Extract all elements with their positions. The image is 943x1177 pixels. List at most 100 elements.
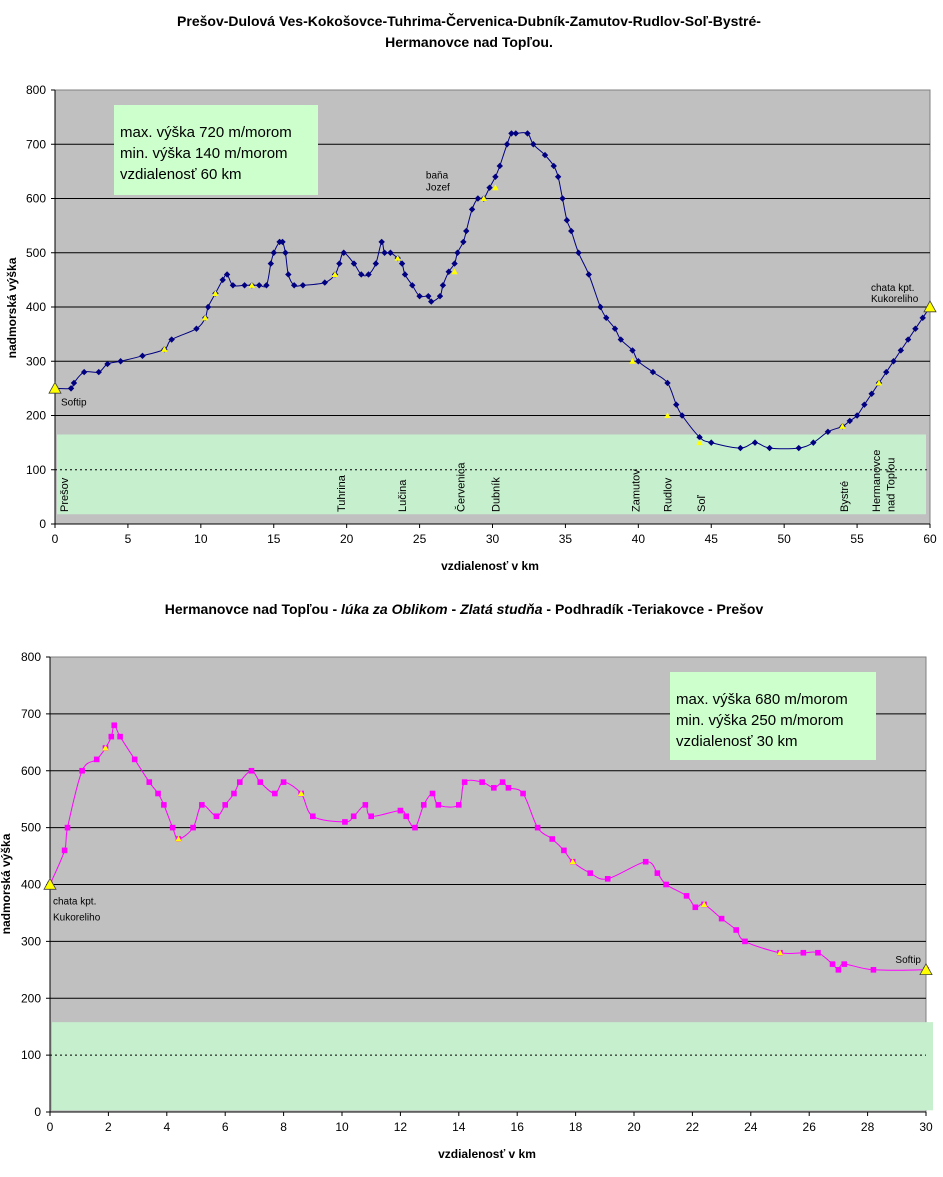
chart2-data-point (280, 779, 287, 785)
chart1-data-point (285, 271, 292, 278)
chart2-data-point (534, 824, 541, 831)
chart2-data-point (79, 767, 85, 774)
chart2-data-point (461, 779, 468, 785)
chart2-data-point (111, 722, 118, 729)
chart2-data-point (169, 824, 176, 831)
chart1-x-axis-label: vzdialenosť v km (441, 559, 539, 573)
chart1-data-point (425, 292, 432, 300)
chart2-data-point (64, 824, 71, 831)
chart1-waypoint-marker (923, 300, 937, 313)
chart1-data-point (597, 303, 604, 311)
chart1-data-point (219, 276, 226, 284)
chart1-waypoint-marker (394, 254, 401, 261)
chart2-title-part5: - Podhradík -Teriakovce - Prešov (543, 601, 764, 617)
chart1-place-label: Lučina (397, 479, 409, 512)
chart1-data-point (398, 260, 406, 267)
chart1-data-point (649, 368, 657, 376)
chart2-title: Hermanovce nad Topľou - lúka za Oblikom … (165, 601, 764, 617)
chart1-x-tick-label: 50 (777, 532, 791, 546)
chart1-data-point (378, 238, 385, 246)
chart2-y-tick-label: 200 (21, 991, 41, 1005)
chart1-place-label: nad Topľou (886, 458, 898, 512)
chart2-data-point (155, 790, 161, 797)
chart2-data-point (237, 779, 243, 785)
chart1-waypoint-marker (451, 268, 458, 275)
chart2-title-part4: Zlatá studňa (459, 601, 543, 617)
chart1-waypoint-marker (212, 290, 219, 296)
chart1-annotation: Kukoreliho (871, 294, 919, 305)
chart1-data-point (229, 282, 237, 289)
chart1-place-label: Soľ (696, 495, 708, 512)
chart2-info-box (670, 672, 876, 760)
chart1-place-label: Zamutov (630, 469, 642, 512)
chart1-x-tick-label: 35 (559, 532, 573, 546)
chart1-data-point (372, 260, 380, 267)
chart1-data-point (299, 282, 307, 289)
chart2-data-point (835, 967, 842, 973)
chart2-data-point (663, 881, 669, 888)
chart1-place-label: Hermanovce (871, 450, 883, 512)
chart1-data-point (853, 412, 861, 419)
chart2-data-point (222, 802, 228, 808)
chart1-data-point (751, 439, 759, 446)
chart2-data-point (499, 779, 506, 785)
chart2-waypoint-marker (175, 835, 182, 842)
chart1-data-point (559, 195, 566, 202)
chart1-data-point (358, 271, 365, 278)
chart1-data-point (365, 271, 372, 278)
chart1-y-tick-label: 600 (26, 192, 46, 206)
chart2-lowland-band (52, 1022, 933, 1111)
chart1-data-point (508, 130, 515, 137)
chart1-data-point (204, 303, 212, 311)
chart2-x-tick-label: 22 (686, 1120, 700, 1134)
chart2-data-point (587, 870, 593, 876)
chart2-waypoint-marker (297, 790, 305, 797)
chart2-data-point (642, 858, 649, 865)
chart1-lowland-band (57, 434, 926, 515)
chart1-data-point (492, 173, 499, 180)
chart1-data-point (428, 298, 435, 305)
chart1-info-box (114, 105, 318, 195)
chart1-data-point (890, 358, 897, 365)
chart1-data-point (454, 249, 461, 256)
chart1-data-point (241, 282, 248, 289)
chart1-place-label: Dubník (490, 477, 502, 512)
chart2-y-tick-label: 600 (21, 764, 41, 778)
chart1-data-point (460, 238, 467, 246)
chart1-data-point (387, 249, 394, 256)
chart1-x-tick-label: 15 (267, 532, 281, 546)
chart1-title-line2: Hermanovce nad Topľou. (385, 34, 553, 50)
chart2-data-point (505, 785, 512, 791)
chart1-data-point (496, 162, 503, 170)
chart2-data-point (108, 733, 115, 740)
chart1-data-point (766, 444, 773, 452)
chart1-annotation: chata kpt. (871, 283, 914, 294)
chart1-data-point (139, 352, 146, 360)
chart2-y-tick-label: 700 (21, 707, 41, 721)
chart1-x-tick-label: 55 (850, 532, 864, 546)
chart2-y-tick-label: 100 (21, 1048, 41, 1062)
chart1-data-point (904, 336, 912, 343)
chart2-waypoint-marker (102, 744, 109, 751)
chart1-data-point (263, 282, 270, 289)
chart2-info-line: max. výška 680 m/morom (676, 691, 848, 708)
chart1-data-point (810, 439, 817, 446)
chart2-data-point (93, 756, 100, 763)
chart1-data-point (474, 195, 482, 202)
chart1-x-tick-label: 0 (52, 532, 59, 546)
chart1-y-axis-label: nadmorská výška (5, 257, 19, 358)
chart1-data-point (554, 173, 562, 180)
chart1-data-point (563, 217, 571, 224)
chart1-data-point (883, 368, 890, 376)
chart2-y-axis-label: nadmorská výška (0, 833, 13, 934)
chart2-data-point (350, 813, 357, 820)
chart1-data-point (603, 314, 610, 322)
chart1-data-point (541, 151, 549, 159)
chart1-data-point (463, 227, 470, 235)
chart1-data-point (897, 347, 905, 354)
chart2-data-point (870, 967, 877, 973)
chart1-data-point (524, 130, 531, 137)
chart2-info-line: min. výška 250 m/morom (676, 712, 844, 729)
chart1-data-point (486, 184, 493, 191)
